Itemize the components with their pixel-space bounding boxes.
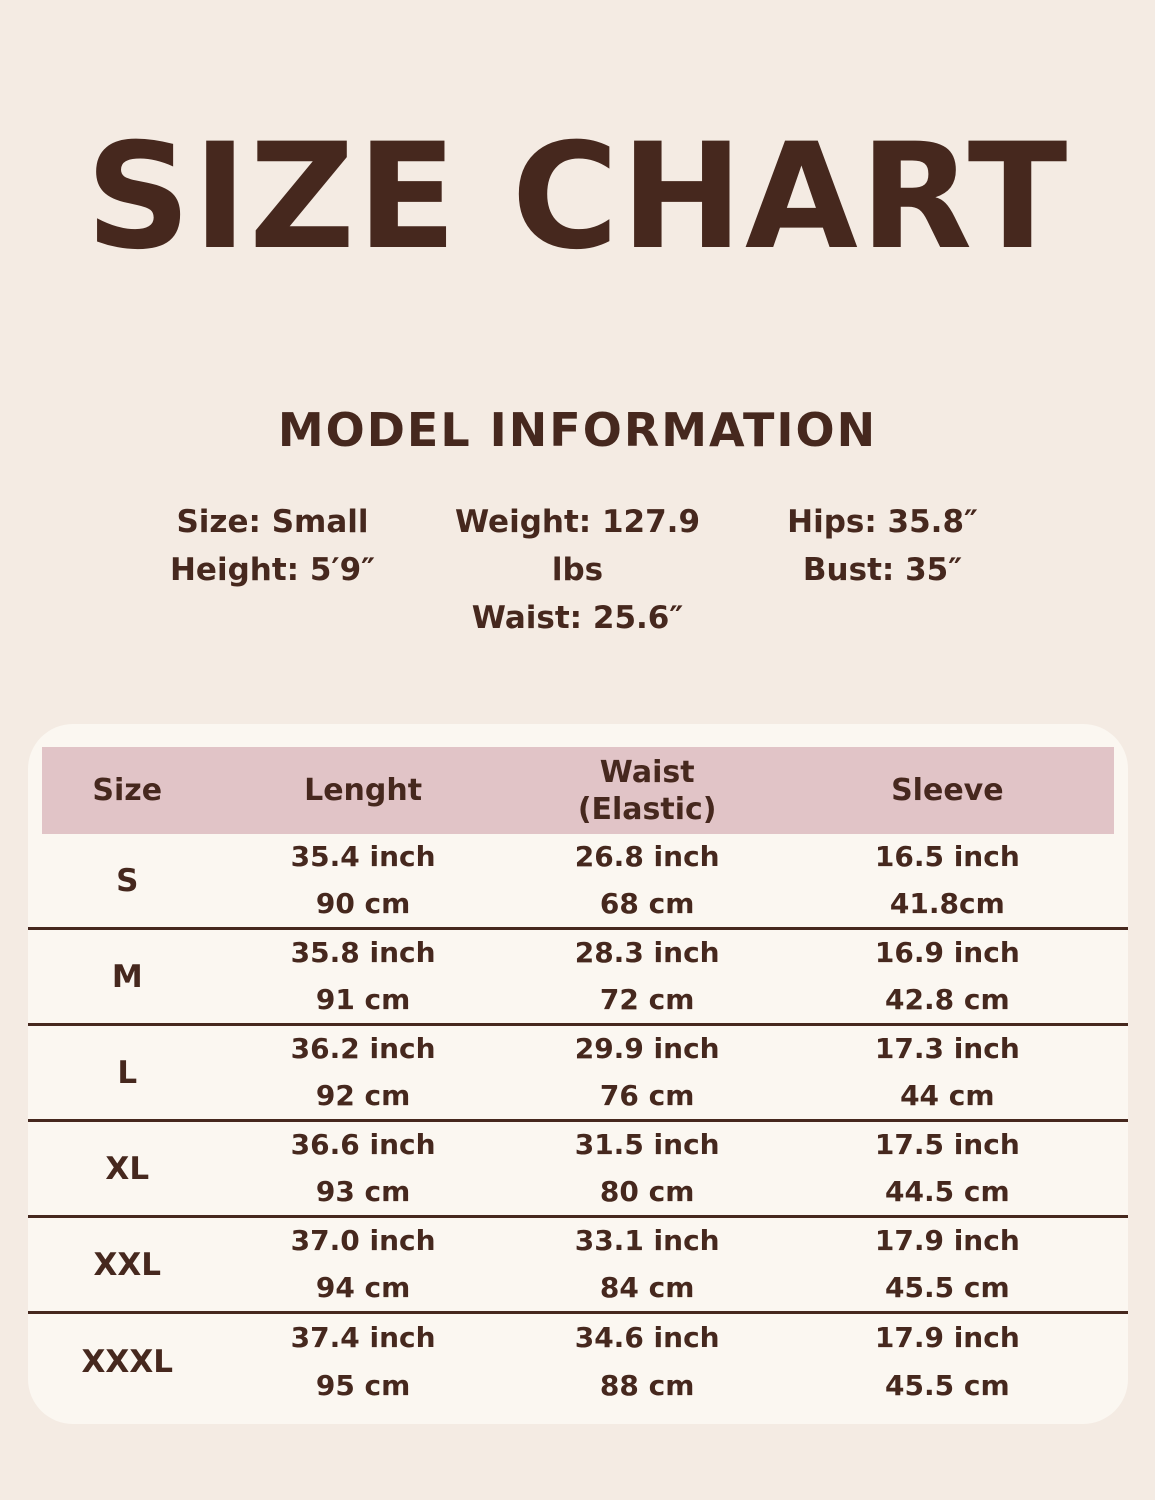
length-cell: 35.8 inch 91 cm	[213, 930, 513, 1023]
length-cell: 37.4 inch 95 cm	[213, 1314, 513, 1410]
size-label: L	[117, 1054, 138, 1091]
waist-inch: 29.9 inch	[574, 1032, 720, 1066]
table-row-xxxl: XXXL 37.4 inch 95 cm 34.6 inch 88 cm 17.…	[28, 1314, 1128, 1410]
waist-cm: 80 cm	[599, 1174, 695, 1208]
sleeve-cell: 17.9 inch 45.5 cm	[781, 1218, 1113, 1311]
length-cell: 37.0 inch 94 cm	[213, 1218, 513, 1311]
length-cell: 36.2 inch 92 cm	[213, 1026, 513, 1119]
table-row-l: L 36.2 inch 92 cm 29.9 inch 76 cm 17.3 i…	[27, 1026, 1128, 1122]
sleeve-cell: 17.5 inch 44.5 cm	[781, 1122, 1113, 1215]
column-header-sleeve: Sleeve	[891, 773, 1004, 808]
table-row-xl: XL 36.6 inch 93 cm 31.5 inch 80 cm 17.5 …	[27, 1122, 1128, 1218]
model-info-section: MODEL INFORMATION Size: Small Height: 5′…	[0, 402, 1155, 642]
model-info-waist: Waist: 25.6″	[471, 600, 684, 636]
length-cell: 36.6 inch 93 cm	[213, 1122, 513, 1215]
sleeve-cm: 45.5 cm	[885, 1369, 1010, 1402]
table-row-s: S 35.4 inch 90 cm 26.8 inch 68 cm 16.5 i…	[27, 834, 1128, 930]
sleeve-cm: 41.8cm	[889, 886, 1005, 920]
size-table-header-row: Size Lenght Waist (Elastic) Sleeve	[41, 747, 1114, 834]
size-label: XXXL	[81, 1344, 173, 1380]
size-label: XXL	[93, 1246, 162, 1283]
waist-cm: 76 cm	[599, 1078, 695, 1112]
waist-cell: 26.8 inch 68 cm	[513, 834, 781, 927]
sleeve-inch: 17.9 inch	[874, 1321, 1020, 1354]
length-inch: 35.8 inch	[290, 936, 436, 970]
length-inch: 37.0 inch	[290, 1224, 436, 1258]
model-info-column: Size: Small Height: 5′9″	[120, 498, 425, 642]
model-info-heading: MODEL INFORMATION	[277, 403, 878, 457]
waist-inch: 33.1 inch	[574, 1224, 720, 1258]
table-row-m: M 35.8 inch 91 cm 28.3 inch 72 cm 16.9 i…	[27, 930, 1128, 1026]
sleeve-cm: 42.8 cm	[885, 982, 1010, 1016]
waist-inch: 34.6 inch	[574, 1321, 720, 1354]
waist-cm: 84 cm	[599, 1270, 695, 1304]
model-info-grid: Size: Small Height: 5′9″ Weight: 127.9 l…	[120, 498, 1035, 642]
sleeve-inch: 17.9 inch	[874, 1224, 1020, 1258]
sleeve-cell: 17.3 inch 44 cm	[781, 1026, 1113, 1119]
length-cm: 95 cm	[315, 1369, 411, 1402]
length-inch: 35.4 inch	[290, 840, 436, 874]
sleeve-inch: 17.5 inch	[874, 1128, 1020, 1162]
waist-inch: 26.8 inch	[574, 840, 720, 874]
sleeve-inch: 17.3 inch	[874, 1032, 1020, 1066]
waist-cell: 28.3 inch 72 cm	[513, 930, 781, 1023]
size-label: XL	[105, 1150, 150, 1187]
sleeve-cm: 44.5 cm	[885, 1174, 1010, 1208]
length-inch: 36.2 inch	[290, 1032, 436, 1066]
page-title: SIZE CHART	[85, 112, 1070, 282]
length-cm: 92 cm	[315, 1078, 411, 1112]
sleeve-cell: 16.9 inch 42.8 cm	[781, 930, 1113, 1023]
sleeve-cell: 17.9 inch 45.5 cm	[781, 1314, 1113, 1410]
waist-cell: 29.9 inch 76 cm	[513, 1026, 781, 1119]
waist-cell: 34.6 inch 88 cm	[513, 1314, 781, 1410]
waist-inch: 28.3 inch	[574, 936, 720, 970]
waist-cm: 72 cm	[599, 982, 695, 1016]
length-inch: 36.6 inch	[290, 1128, 436, 1162]
model-info-height: Height: 5′9″	[169, 552, 376, 588]
model-info-bust: Bust: 35″	[802, 552, 963, 588]
size-label: S	[116, 862, 139, 899]
length-cm: 91 cm	[315, 982, 411, 1016]
column-header-length: Lenght	[304, 773, 423, 808]
waist-cm: 68 cm	[599, 886, 695, 920]
model-info-size: Size: Small	[176, 504, 369, 540]
sleeve-cm: 44 cm	[900, 1078, 995, 1112]
model-info-weight: Weight: 127.9 lbs	[454, 504, 701, 588]
waist-inch: 31.5 inch	[574, 1128, 720, 1162]
length-inch: 37.4 inch	[290, 1321, 436, 1354]
model-info-column: Weight: 127.9 lbs Waist: 25.6″	[425, 498, 730, 642]
length-cell: 35.4 inch 90 cm	[213, 834, 513, 927]
table-row-xxl: XXL 37.0 inch 94 cm 33.1 inch 84 cm 17.9…	[27, 1218, 1128, 1314]
column-header-waist: Waist (Elastic)	[577, 754, 717, 827]
sleeve-inch: 16.5 inch	[874, 840, 1020, 874]
size-label: M	[111, 958, 143, 995]
waist-cell: 31.5 inch 80 cm	[513, 1122, 781, 1215]
sleeve-inch: 16.9 inch	[874, 936, 1020, 970]
waist-cm: 88 cm	[599, 1369, 695, 1402]
sleeve-cm: 45.5 cm	[885, 1270, 1010, 1304]
size-table-card: Size Lenght Waist (Elastic) Sleeve S 35.…	[27, 724, 1128, 1424]
column-header-size: Size	[92, 773, 163, 808]
length-cm: 93 cm	[315, 1174, 411, 1208]
sleeve-cell: 16.5 inch 41.8cm	[781, 834, 1113, 927]
waist-cell: 33.1 inch 84 cm	[513, 1218, 781, 1311]
model-info-hips: Hips: 35.8″	[787, 504, 978, 540]
length-cm: 94 cm	[315, 1270, 411, 1304]
length-cm: 90 cm	[315, 886, 411, 920]
model-info-column: Hips: 35.8″ Bust: 35″	[730, 498, 1035, 642]
